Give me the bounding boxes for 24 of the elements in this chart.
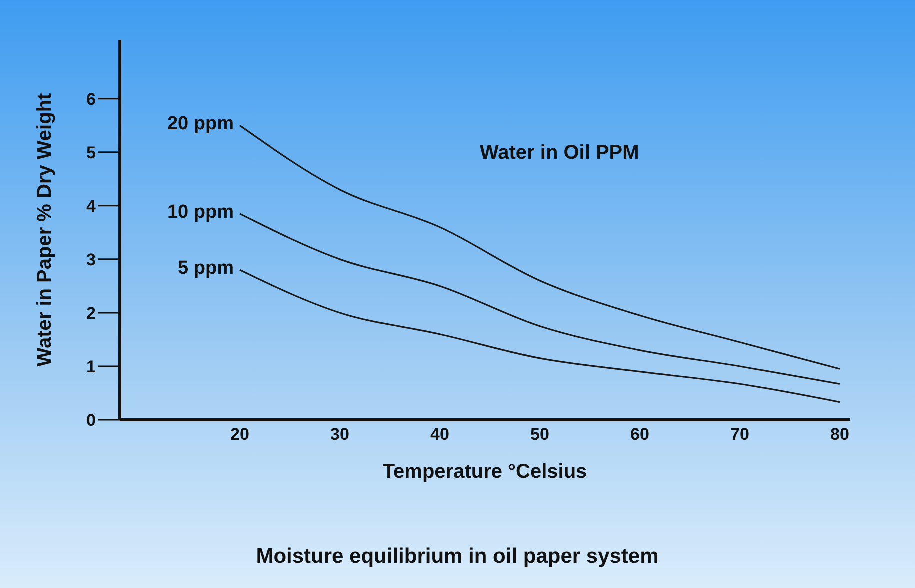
legend-title: Water in Oil PPM [480,142,640,165]
y-tick-label: 1 [86,358,96,377]
x-tick-label: 50 [530,425,550,444]
y-tick-label: 0 [86,411,96,430]
x-tick-label: 60 [630,425,650,444]
series-label: 20 ppm [167,114,234,135]
line-series [239,213,841,385]
y-tick-label: 5 [86,143,96,162]
text: Moisture equilibrium in oil paper system [255,545,660,569]
y-tick-label: 3 [86,250,96,270]
x-tick-label: 20 [230,425,250,444]
x-tick-label: 40 [430,425,450,444]
x-tick-label: 80 [830,425,850,444]
line-series [239,269,841,404]
y-tick-label: 2 [86,304,96,323]
y-tick-label: 6 [86,90,96,109]
series-label: 5 ppm [178,258,234,280]
x-tick-label: 70 [730,425,750,444]
y-tick-label: 4 [86,196,97,216]
x-tick-label: 30 [330,425,350,444]
y-axis-title: Water in Paper % Dry Weight [34,92,56,367]
line-series [239,124,841,370]
x-axis-title: Temperature °Celsius [382,461,588,483]
series-label: 10 ppm [167,202,234,223]
